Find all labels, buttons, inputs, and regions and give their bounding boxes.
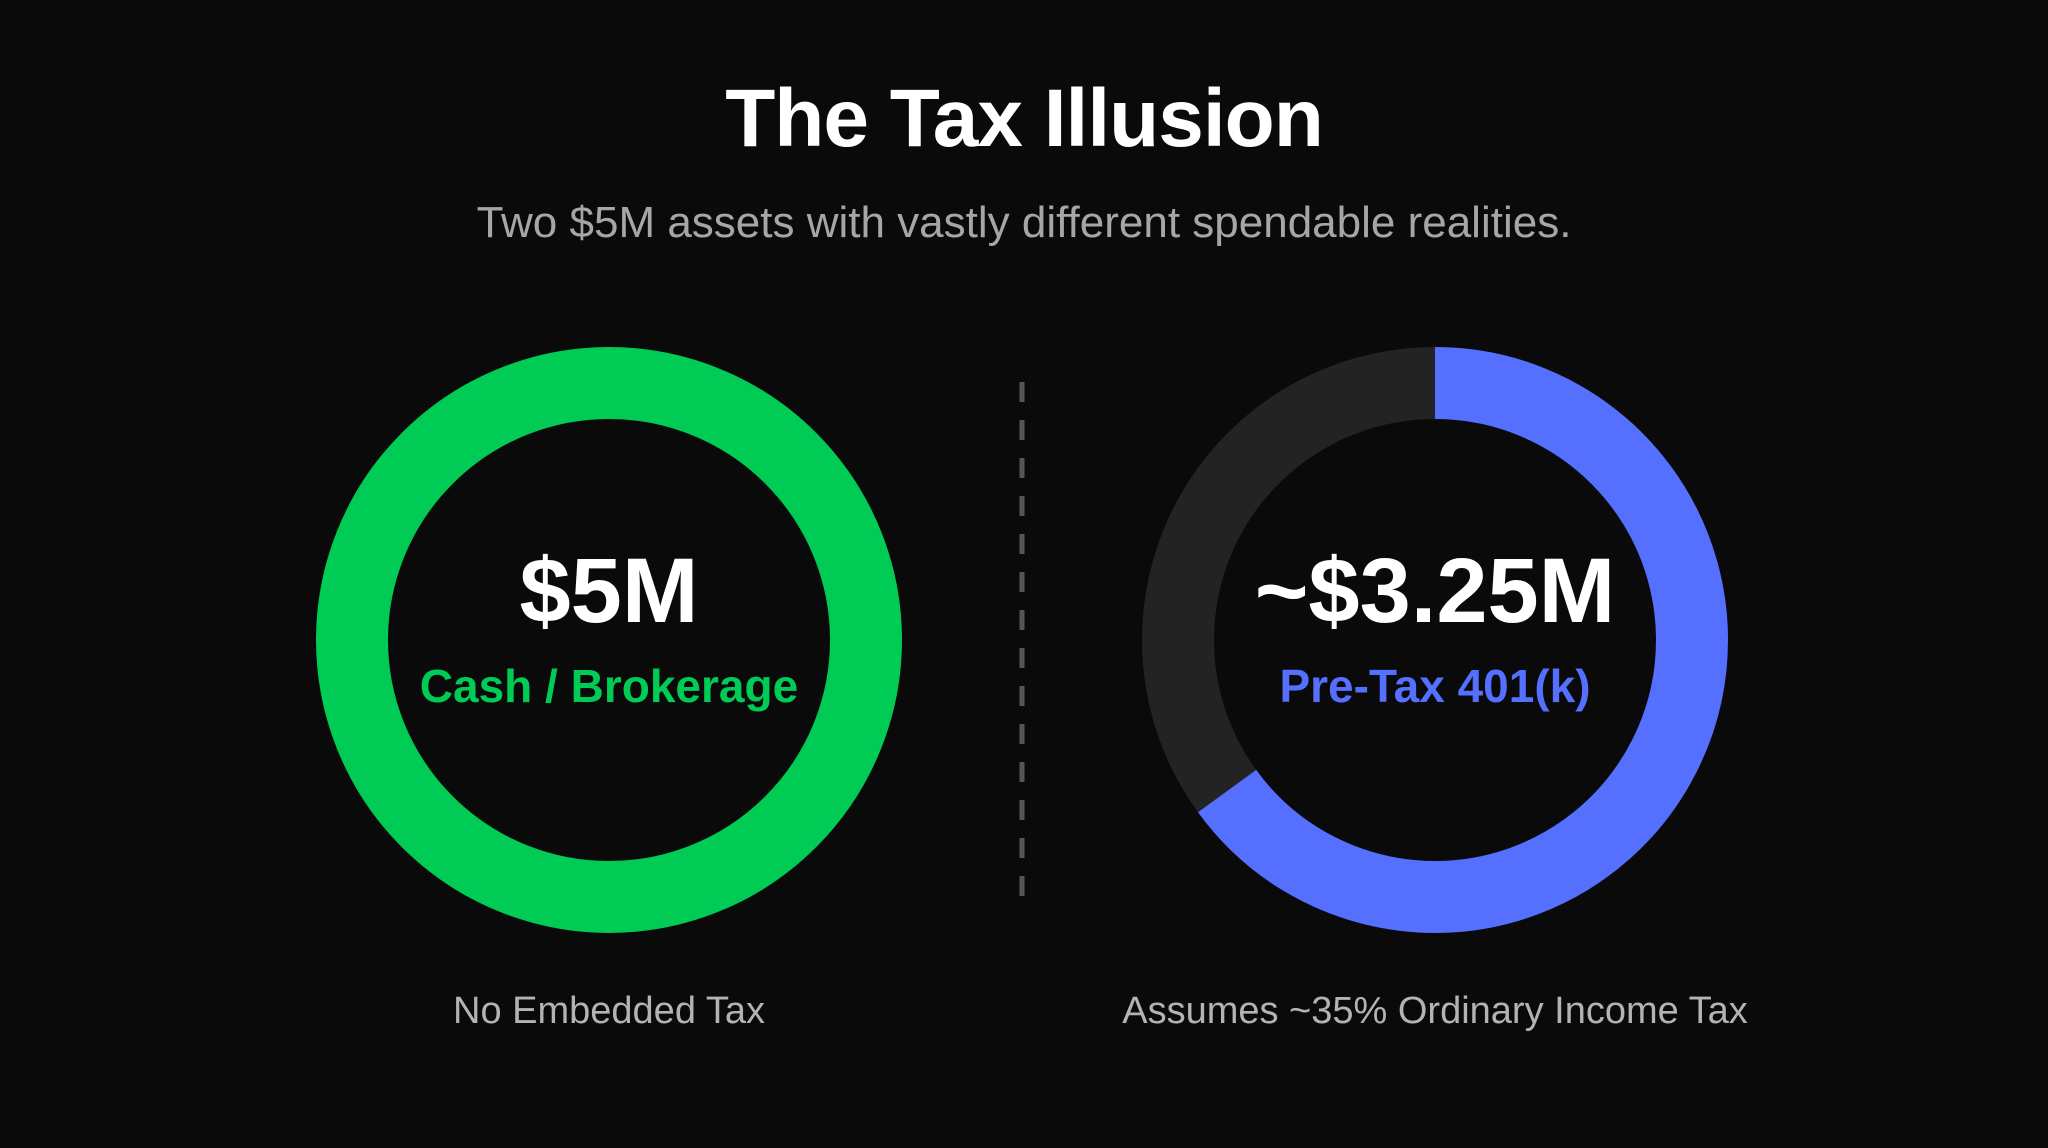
donut-center-value: $5M [520,540,699,642]
donut-chart-cash: $5M Cash / Brokerage [316,347,902,933]
donut-center-label: Cash / Brokerage [420,660,798,712]
caption-cash: No Embedded Tax [453,990,765,1032]
donut-slice-0 [316,347,902,933]
donut-chart-401k: ~$3.25M Pre-Tax 401(k) [1142,347,1728,933]
caption-401k: Assumes ~35% Ordinary Income Tax [1122,990,1748,1032]
page-subtitle: Two $5M assets with vastly different spe… [476,198,1572,247]
donut-slice-1 [1142,347,1436,813]
donut-slice-0 [1197,347,1728,933]
page-title: The Tax Illusion [725,73,1324,164]
donut-center-value: ~$3.25M [1255,540,1616,642]
donut-center-label: Pre-Tax 401(k) [1279,660,1590,712]
